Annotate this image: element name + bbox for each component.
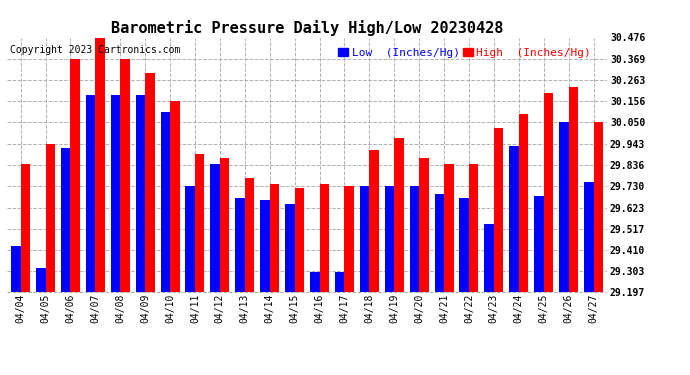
Bar bbox=[410, 186, 419, 292]
Bar bbox=[220, 158, 229, 292]
Bar bbox=[111, 94, 120, 292]
Bar bbox=[469, 164, 478, 292]
Bar bbox=[36, 268, 46, 292]
Bar bbox=[260, 200, 270, 292]
Bar bbox=[435, 194, 444, 292]
Bar bbox=[534, 196, 544, 292]
Bar bbox=[21, 164, 30, 292]
Bar bbox=[210, 164, 220, 292]
Bar bbox=[394, 138, 404, 292]
Bar bbox=[369, 150, 379, 292]
Bar bbox=[484, 224, 494, 292]
Bar bbox=[11, 246, 21, 292]
Bar bbox=[509, 146, 519, 292]
Bar bbox=[195, 154, 204, 292]
Bar bbox=[460, 198, 469, 292]
Bar bbox=[569, 87, 578, 292]
Bar bbox=[419, 158, 428, 292]
Bar bbox=[385, 186, 394, 292]
Bar bbox=[360, 186, 369, 292]
Bar bbox=[145, 73, 155, 292]
Bar bbox=[70, 58, 80, 292]
Bar bbox=[285, 204, 295, 292]
Bar bbox=[295, 188, 304, 292]
Bar bbox=[161, 112, 170, 292]
Bar bbox=[494, 128, 503, 292]
Bar bbox=[95, 37, 105, 292]
Bar bbox=[544, 93, 553, 292]
Text: Copyright 2023 Cartronics.com: Copyright 2023 Cartronics.com bbox=[10, 45, 180, 55]
Bar bbox=[444, 164, 453, 292]
Bar bbox=[245, 178, 254, 292]
Bar bbox=[61, 148, 70, 292]
Bar bbox=[519, 114, 529, 292]
Bar bbox=[46, 144, 55, 292]
Bar bbox=[136, 94, 145, 292]
Bar bbox=[270, 184, 279, 292]
Bar bbox=[335, 272, 344, 292]
Bar bbox=[344, 186, 354, 292]
Bar bbox=[235, 198, 245, 292]
Legend: Low  (Inches/Hg), High  (Inches/Hg): Low (Inches/Hg), High (Inches/Hg) bbox=[334, 43, 595, 62]
Bar bbox=[319, 184, 329, 292]
Bar bbox=[170, 100, 179, 292]
Bar bbox=[86, 94, 95, 292]
Bar bbox=[120, 58, 130, 292]
Bar bbox=[559, 122, 569, 292]
Bar bbox=[593, 122, 603, 292]
Title: Barometric Pressure Daily High/Low 20230428: Barometric Pressure Daily High/Low 20230… bbox=[111, 20, 503, 36]
Bar bbox=[584, 182, 593, 292]
Bar bbox=[310, 272, 319, 292]
Bar bbox=[186, 186, 195, 292]
